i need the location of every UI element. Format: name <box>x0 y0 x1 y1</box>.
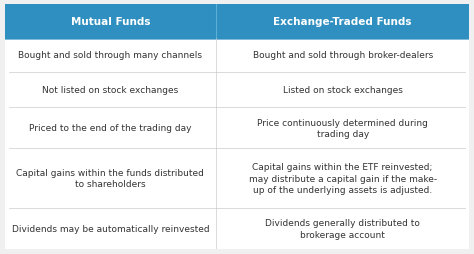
Bar <box>5 22 469 38</box>
Text: Not listed on stock exchanges: Not listed on stock exchanges <box>42 86 179 95</box>
FancyBboxPatch shape <box>0 3 474 40</box>
Text: Dividends generally distributed to
brokerage account: Dividends generally distributed to broke… <box>265 218 420 239</box>
Text: Exchange-Traded Funds: Exchange-Traded Funds <box>273 17 412 26</box>
Text: Bought and sold through broker-dealers: Bought and sold through broker-dealers <box>253 51 433 60</box>
FancyBboxPatch shape <box>0 3 474 251</box>
Text: Dividends may be automatically reinvested: Dividends may be automatically reinveste… <box>11 224 209 233</box>
Text: Listed on stock exchanges: Listed on stock exchanges <box>283 86 402 95</box>
Text: Capital gains within the funds distributed
to shareholders: Capital gains within the funds distribut… <box>17 168 204 188</box>
Text: Bought and sold through many channels: Bought and sold through many channels <box>18 51 202 60</box>
Text: Mutual Funds: Mutual Funds <box>71 17 150 26</box>
Text: Capital gains within the ETF reinvested;
may distribute a capital gain if the ma: Capital gains within the ETF reinvested;… <box>249 163 437 194</box>
Text: Priced to the end of the trading day: Priced to the end of the trading day <box>29 124 191 133</box>
Text: Price continuously determined during
trading day: Price continuously determined during tra… <box>257 118 428 138</box>
